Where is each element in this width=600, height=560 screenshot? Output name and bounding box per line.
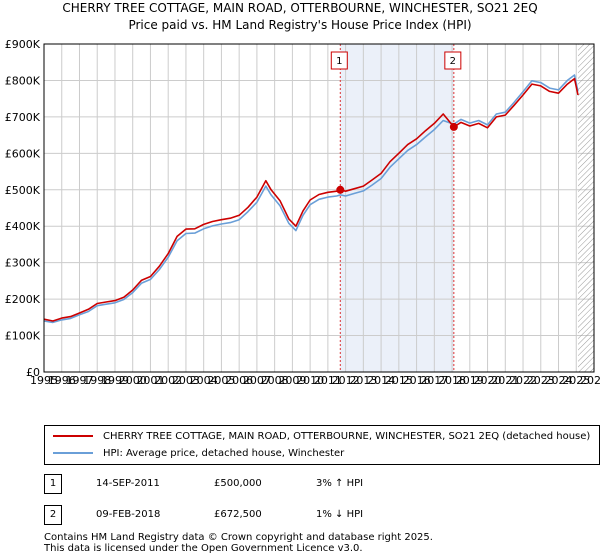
x-tick-label: 2002 [154, 374, 182, 387]
y-tick-label: £200K [5, 293, 41, 306]
x-tick-label: 2017 [420, 374, 448, 387]
x-tick-label: 2019 [456, 374, 484, 387]
legend-swatch-property [53, 435, 93, 437]
x-tick-label: 2018 [438, 374, 466, 387]
transaction-price: £500,000 [214, 478, 262, 489]
x-tick-label: 1998 [83, 374, 111, 387]
x-tick-label: 2005 [207, 374, 235, 387]
y-tick-label: £500K [5, 184, 41, 197]
x-tick-label: 1999 [101, 374, 129, 387]
chart-legend: CHERRY TREE COTTAGE, MAIN ROAD, OTTERBOU… [44, 425, 600, 465]
x-tick-label: 2022 [509, 374, 537, 387]
y-tick-label: £0 [26, 366, 40, 379]
x-tick-label: 2015 [385, 374, 413, 387]
chart-title: CHERRY TREE COTTAGE, MAIN ROAD, OTTERBOU… [62, 1, 538, 15]
sale-point-marker [449, 122, 458, 131]
transaction-label-box [330, 51, 348, 70]
legend-label-property: CHERRY TREE COTTAGE, MAIN ROAD, OTTERBOU… [103, 431, 591, 442]
x-tick-label: 2008 [261, 374, 289, 387]
plot-frame [43, 43, 595, 373]
hpi-line [43, 74, 579, 324]
transaction-label-number: 1 [336, 56, 342, 67]
y-tick-label: £900K [5, 38, 41, 51]
transaction-label-number: 2 [450, 56, 456, 67]
x-tick-label: 1995 [30, 374, 58, 387]
x-tick-label: 2009 [278, 374, 306, 387]
x-tick-label: 2001 [136, 374, 164, 387]
sale-point-marker [336, 185, 345, 194]
x-tick-label: 2012 [332, 374, 360, 387]
transaction-number-badge: 1 [44, 474, 62, 494]
x-tick-label: 2000 [119, 374, 147, 387]
transaction-label-box [444, 51, 462, 70]
y-tick-label: £100K [5, 330, 41, 343]
legend-label-hpi: HPI: Average price, detached house, Winc… [103, 448, 345, 459]
transaction-date: 14-SEP-2011 [96, 478, 160, 489]
legend-swatch-hpi [53, 452, 93, 454]
x-tick-label: 1997 [65, 374, 93, 387]
transaction-number-badge: 2 [44, 505, 62, 525]
x-tick-label: 2023 [527, 374, 555, 387]
legend-item-property: CHERRY TREE COTTAGE, MAIN ROAD, OTTERBOU… [53, 429, 590, 445]
x-tick-label: 2007 [243, 374, 271, 387]
forecast-hatch [578, 44, 594, 372]
transaction-price: £672,500 [214, 509, 262, 520]
x-tick-label: 2021 [491, 374, 519, 387]
x-tick-label: 2025 [562, 374, 590, 387]
x-tick-label: 2003 [172, 374, 200, 387]
x-tick-label: 2011 [314, 374, 342, 387]
transaction-hpi-diff: 3% ↑ HPI [316, 478, 364, 489]
property-price-line [43, 77, 579, 322]
footer-licence: This data is licensed under the Open Gov… [44, 543, 363, 554]
ownership-period-shade [340, 44, 454, 372]
y-tick-label: £700K [5, 111, 41, 124]
x-tick-label: 2013 [349, 374, 377, 387]
plot-area [44, 44, 594, 372]
x-tick-label: 2014 [367, 374, 395, 387]
y-tick-label: £400K [5, 220, 41, 233]
transaction-date: 09-FEB-2018 [96, 509, 161, 520]
x-tick-label: 2006 [225, 374, 253, 387]
legend-item-hpi: HPI: Average price, detached house, Winc… [53, 446, 344, 462]
x-tick-label: 2010 [296, 374, 324, 387]
x-tick-label: 2024 [545, 374, 573, 387]
price-chart: 1 2 £0 £100K £200K £300K £400K £500K £600K £700K… [5, 38, 600, 387]
transaction-hpi-diff: 1% ↓ HPI [316, 509, 364, 520]
y-tick-label: £800K [5, 74, 41, 87]
x-tick-label: 2026 [580, 374, 600, 387]
y-tick-label: £600K [5, 147, 41, 160]
footer-copyright: Contains HM Land Registry data © Crown c… [44, 532, 433, 543]
chart-subtitle: Price paid vs. HM Land Registry's House … [128, 18, 472, 32]
y-tick-label: £300K [5, 257, 41, 270]
x-tick-label: 2020 [474, 374, 502, 387]
x-tick-label: 2004 [190, 374, 218, 387]
x-tick-label: 2016 [403, 374, 431, 387]
x-tick-label: 1996 [48, 374, 76, 387]
